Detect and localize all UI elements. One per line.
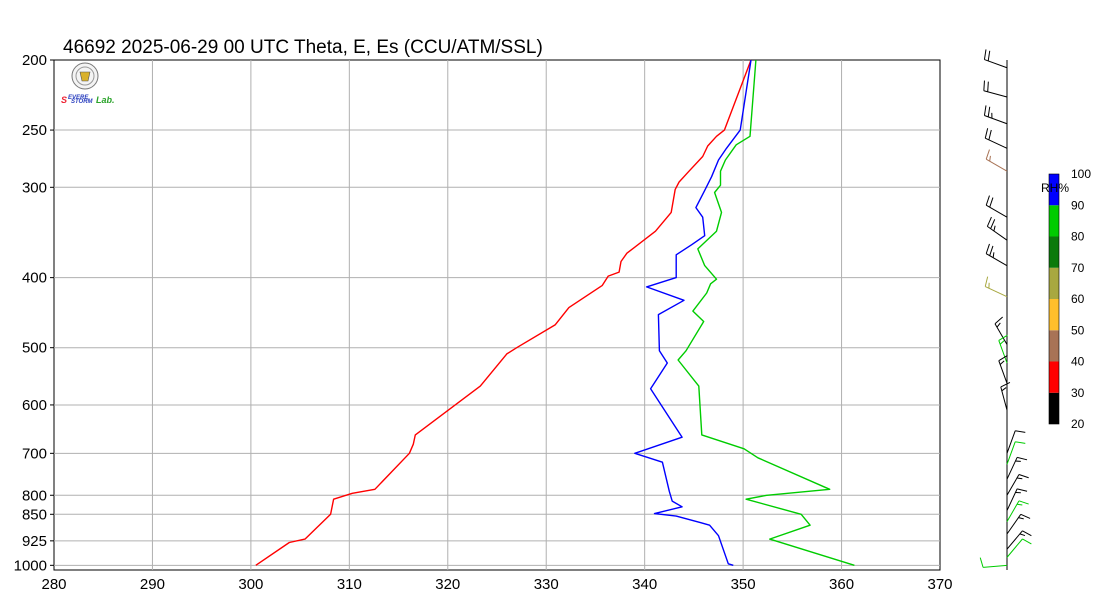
x-tick-label: 310 <box>337 576 362 593</box>
x-tick-label: 320 <box>435 576 460 593</box>
y-tick-label: 600 <box>22 397 47 414</box>
wind-barb <box>1006 430 1026 454</box>
wind-barb <box>984 128 1008 149</box>
colorbar-tick-label: 60 <box>1071 292 1085 306</box>
logo-lab-name: S <box>61 95 67 105</box>
wind-barb <box>985 149 1008 172</box>
wind-barb <box>1006 538 1032 558</box>
y-tick-label: 400 <box>22 270 47 287</box>
y-axis: 200 250 300 400 500 600 700 800 850 925 1000 <box>14 52 54 574</box>
colorbar-tick-label: 90 <box>1071 198 1085 212</box>
series-line-2 <box>677 59 855 566</box>
wind-barb <box>1006 500 1029 522</box>
colorbar-tick-label: 50 <box>1071 323 1085 337</box>
logo-seal-ring <box>75 66 95 86</box>
colorbar-tick-label: 30 <box>1071 386 1085 400</box>
wind-barb <box>998 354 1008 384</box>
wind-barb <box>994 316 1008 345</box>
logo-lab-word-storm: STORM <box>71 99 94 105</box>
series-group <box>255 59 855 566</box>
colorbar-swatch <box>1049 205 1059 237</box>
wind-barb <box>1006 456 1028 480</box>
wind-barb <box>1000 381 1011 411</box>
x-tick-label: 350 <box>731 576 756 593</box>
wind-barb <box>983 49 1008 69</box>
y-tick-label: 500 <box>22 340 47 357</box>
y-tick-label: 850 <box>22 506 47 523</box>
wind-barb <box>1006 513 1031 535</box>
y-tick-label: 925 <box>22 533 47 550</box>
plot-area <box>53 59 941 571</box>
series-line-1 <box>634 59 752 566</box>
wind-barb <box>984 276 1008 298</box>
y-tick-label: 300 <box>22 179 47 196</box>
logo-shield <box>79 71 91 82</box>
logo-lab-word-severe: EVERE <box>68 95 89 101</box>
y-tick-label: 1000 <box>14 557 47 574</box>
colorbar-tick-label: 20 <box>1071 417 1085 431</box>
colorbar-tick-label: 70 <box>1071 261 1085 275</box>
wind-barb <box>985 195 1008 218</box>
colorbar-swatch <box>1049 330 1059 362</box>
wind-barb <box>1006 488 1028 511</box>
colorbar-tick-label: 80 <box>1071 230 1085 244</box>
colorbar-swatch <box>1049 267 1059 299</box>
series-line-0 <box>255 59 752 566</box>
plot-frame <box>53 59 941 571</box>
x-tick-label: 340 <box>632 576 657 593</box>
y-tick-label: 250 <box>22 122 47 139</box>
y-tick-label: 700 <box>22 445 47 462</box>
wind-barb <box>983 80 1008 98</box>
colorbar-tick-label: 100 <box>1071 167 1091 181</box>
wind-barb <box>986 216 1008 241</box>
wind-barb <box>1006 530 1032 550</box>
wind-barb <box>998 334 1008 364</box>
colorbar-swatch <box>1049 236 1059 268</box>
x-axis: 280 290 300 310 320 330 340 350 360 370 <box>41 576 952 593</box>
colorbar-frame <box>1048 173 1060 425</box>
wind-barb <box>983 105 1008 125</box>
logo-lab-word-lab: Lab. <box>96 95 115 105</box>
lab-logo: S EVERE STORM Lab. <box>61 62 115 105</box>
wind-barb <box>1006 474 1029 496</box>
colorbar-swatch <box>1049 174 1059 206</box>
wind-barb <box>985 243 1008 267</box>
colorbar-swatch <box>1049 392 1059 424</box>
y-tick-label: 200 <box>22 52 47 69</box>
x-tick-label: 300 <box>238 576 263 593</box>
x-tick-label: 280 <box>41 576 66 593</box>
colorbar-tick-label: 40 <box>1071 355 1085 369</box>
chart-title: 46692 2025-06-29 00 UTC Theta, E, Es (CC… <box>63 37 543 58</box>
wind-barb <box>979 557 1008 568</box>
x-tick-label: 330 <box>534 576 559 593</box>
x-tick-label: 370 <box>927 576 952 593</box>
colorbar-title: RH% <box>1041 181 1069 195</box>
wind-barb-panel <box>979 49 1032 570</box>
x-tick-label: 290 <box>140 576 165 593</box>
colorbar-swatch <box>1049 361 1059 393</box>
colorbar-swatch <box>1049 299 1059 331</box>
x-tick-label: 360 <box>829 576 854 593</box>
wind-barb <box>1006 441 1026 465</box>
y-tick-label: 800 <box>22 487 47 504</box>
